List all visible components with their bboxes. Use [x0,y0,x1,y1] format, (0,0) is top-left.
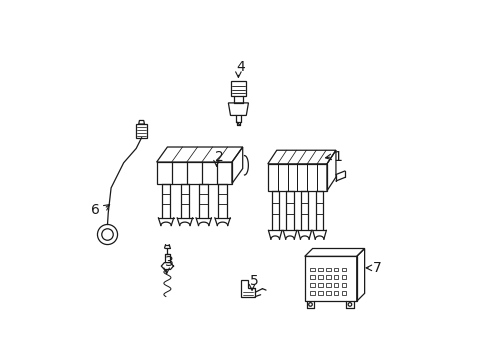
Bar [325,283,330,287]
Bar [318,267,322,271]
Bar [341,291,346,295]
Bar [310,283,314,287]
Bar [341,275,346,279]
Text: 1: 1 [333,150,342,164]
Bar [310,267,314,271]
Text: 2: 2 [215,150,224,164]
Bar [325,275,330,279]
Text: 6: 6 [91,203,100,217]
Bar [341,267,346,271]
Bar [310,275,314,279]
Bar [333,283,338,287]
Bar [318,283,322,287]
Bar [325,291,330,295]
Bar [341,283,346,287]
Text: 7: 7 [372,261,381,275]
Bar [333,275,338,279]
Text: 5: 5 [250,274,258,288]
Bar [310,291,314,295]
Bar [318,291,322,295]
Bar [318,275,322,279]
Bar [333,291,338,295]
Text: 3: 3 [164,256,173,270]
Bar [333,267,338,271]
Text: 4: 4 [236,60,245,74]
Bar [325,267,330,271]
